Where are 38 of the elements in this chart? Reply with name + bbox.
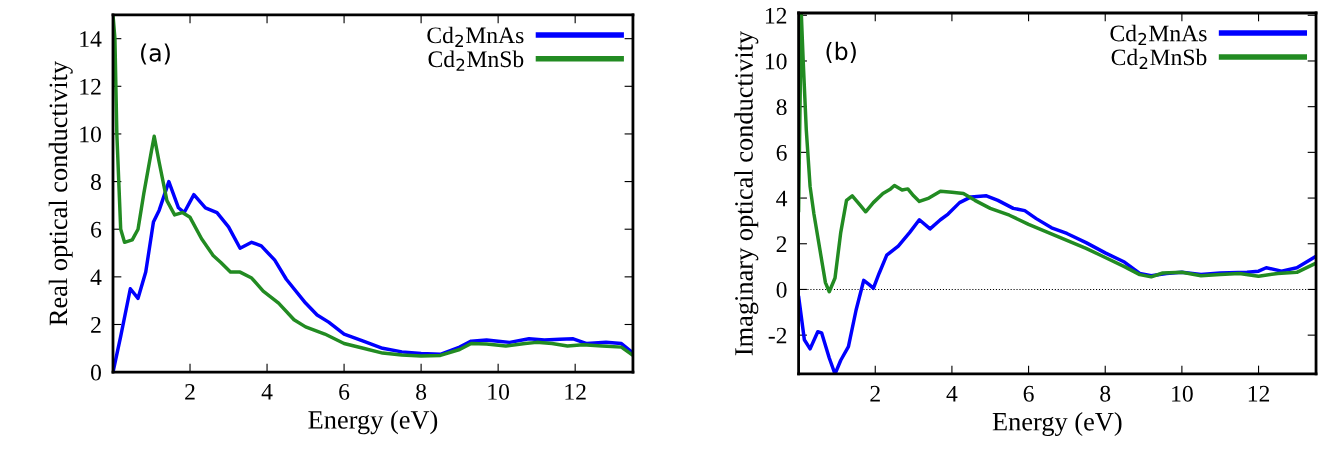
legend-label: Cd$_{2}$MnSb	[1111, 48, 1207, 69]
x-tick-label: 10	[488, 383, 510, 400]
y-tick-label: -2	[768, 327, 787, 344]
x-tick-label: 8	[416, 383, 427, 400]
x-tick-label: 4	[946, 385, 958, 402]
y-tick-label: 8	[90, 174, 101, 190]
y-tick-label: 12	[80, 78, 101, 95]
y-tick-label: 4	[90, 269, 102, 286]
y-tick-label: 0	[90, 364, 101, 381]
x-tick-label: 12	[565, 383, 586, 400]
x-tick-label: 2	[870, 385, 880, 402]
x-tick-label: 12	[1248, 385, 1270, 402]
y-tick-label: 10	[80, 126, 101, 143]
y-tick-label: 2	[91, 317, 101, 333]
y-tick-label: 12	[765, 7, 787, 24]
y-axis-title: Real optical conductivity	[48, 60, 73, 326]
y-tick-label: 0	[776, 281, 787, 298]
y-tick-label: 2	[776, 236, 787, 252]
y-tick-label: 4	[776, 190, 788, 207]
x-axis-title: Energy (eV)	[308, 410, 438, 435]
legend-label: Cd$_{2}$MnSb	[428, 50, 524, 71]
x-tick-label: 8	[1100, 385, 1111, 402]
legend-label: Cd$_{2}$MnAs	[427, 26, 524, 47]
y-tick-label: 6	[91, 221, 102, 238]
annotation: (a)	[141, 43, 170, 65]
y-tick-label: 6	[776, 144, 787, 161]
x-tick-label: 6	[339, 383, 350, 400]
annotation: (b)	[826, 41, 856, 63]
x-tick-label: 2	[185, 383, 195, 400]
y-tick-label: 10	[765, 53, 787, 70]
y-axis-title: Imaginary optical conductivity	[734, 30, 759, 356]
x-tick-label: 6	[1023, 385, 1034, 402]
y-tick-label: 14	[80, 31, 102, 47]
x-axis-title: Energy (eV)	[992, 412, 1122, 437]
x-tick-label: 4	[261, 384, 273, 400]
y-tick-label: 8	[776, 99, 787, 116]
legend-label: Cd$_{2}$MnAs	[1110, 24, 1207, 46]
x-tick-label: 10	[1172, 385, 1193, 402]
